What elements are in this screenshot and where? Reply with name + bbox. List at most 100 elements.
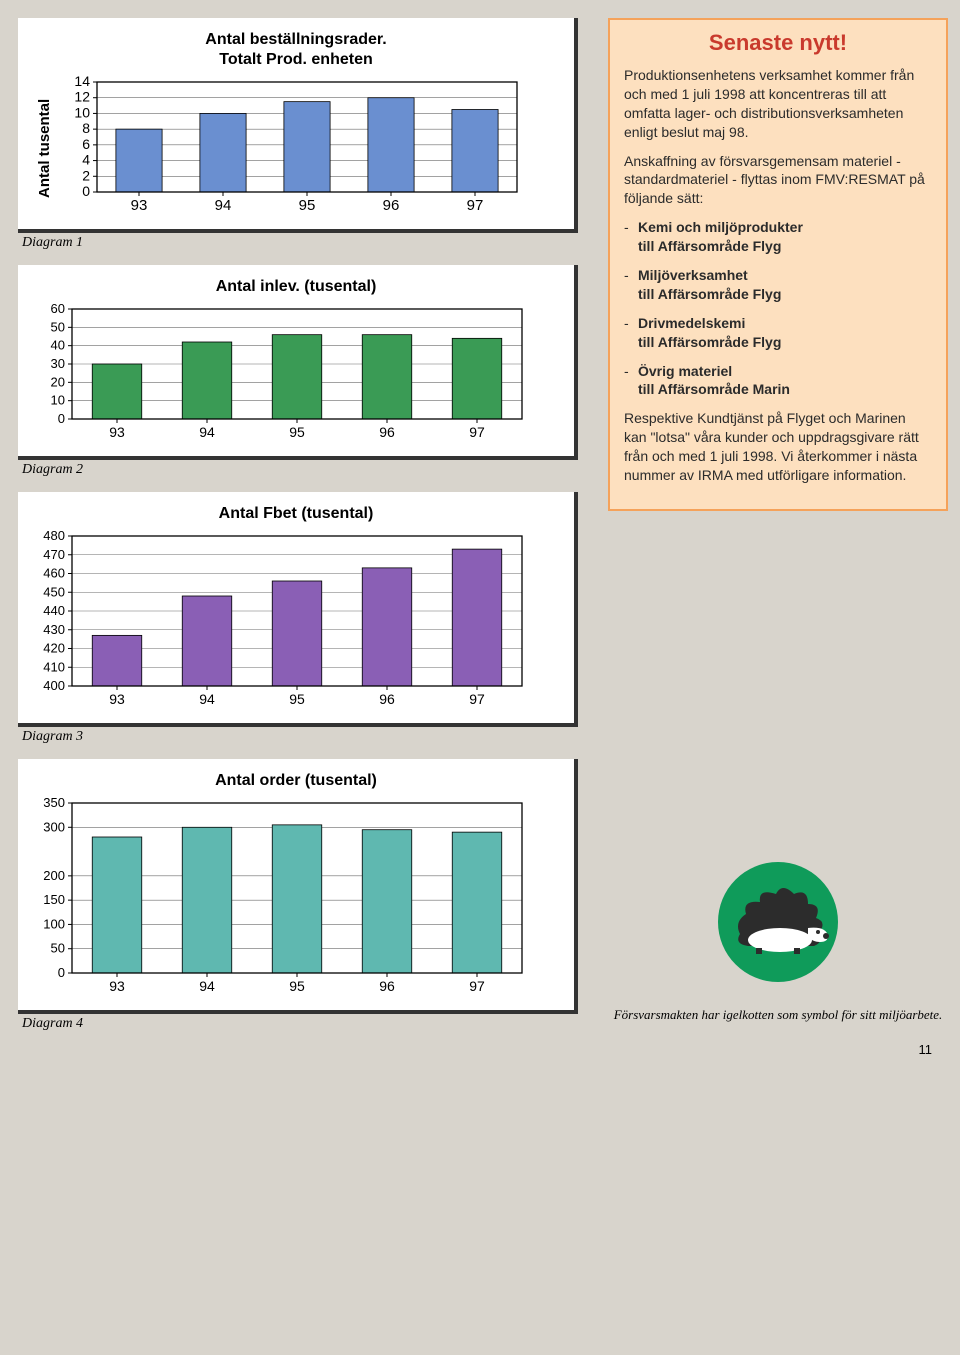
diagram3-title: Antal Fbet (tusental) xyxy=(32,504,560,524)
diagram2-title: Antal inlev. (tusental) xyxy=(32,277,560,297)
diagram2-block: Antal inlev. (tusental) 0102030405060939… xyxy=(18,265,578,478)
news-list: Kemi och miljöprodukter till Affärsområd… xyxy=(624,218,932,399)
svg-text:40: 40 xyxy=(51,338,65,353)
diagram2-caption: Diagram 2 xyxy=(18,460,578,478)
hedgehog-block: Försvarsmakten har igelkotten som symbol… xyxy=(608,852,948,1032)
diagram1-block: Antal beställningsrader. Totalt Prod. en… xyxy=(18,18,578,251)
svg-text:400: 400 xyxy=(43,678,65,693)
diagram4-caption: Diagram 4 xyxy=(18,1014,578,1032)
svg-text:300: 300 xyxy=(43,819,65,834)
svg-text:150: 150 xyxy=(43,892,65,907)
list-item-line1: Kemi och miljöprodukter xyxy=(638,218,932,237)
diagram1-caption: Diagram 1 xyxy=(18,233,578,251)
svg-text:14: 14 xyxy=(74,76,90,89)
diagram1-card: Antal beställningsrader. Totalt Prod. en… xyxy=(18,18,578,233)
svg-text:93: 93 xyxy=(109,978,125,994)
svg-text:95: 95 xyxy=(289,691,305,707)
svg-text:97: 97 xyxy=(469,424,485,440)
svg-text:94: 94 xyxy=(199,424,215,440)
diagram1-title: Antal beställningsrader. Totalt Prod. en… xyxy=(32,30,560,70)
news-box: Senaste nytt! Produktionsenhetens verksa… xyxy=(608,18,948,511)
svg-text:93: 93 xyxy=(131,197,148,214)
svg-text:50: 50 xyxy=(51,319,65,334)
diagram1-y-label: Antal tusental xyxy=(32,76,57,221)
chart1-svg: 02468101214 93 94 95 96 97 xyxy=(57,76,527,216)
svg-text:8: 8 xyxy=(82,120,90,136)
svg-text:100: 100 xyxy=(43,916,65,931)
page-grid: Antal beställningsrader. Totalt Prod. en… xyxy=(18,18,932,1032)
list-item-line2: till Affärsområde Marin xyxy=(638,380,932,399)
svg-text:450: 450 xyxy=(43,584,65,599)
svg-text:10: 10 xyxy=(51,393,65,408)
diagram2-card: Antal inlev. (tusental) 0102030405060939… xyxy=(18,265,578,460)
svg-text:97: 97 xyxy=(469,978,485,994)
diagram2-chart: 01020304050609394959697 xyxy=(32,303,532,448)
list-item: Drivmedelskemi till Affärsområde Flyg xyxy=(624,314,932,352)
svg-text:97: 97 xyxy=(469,691,485,707)
left-column: Antal beställningsrader. Totalt Prod. en… xyxy=(18,18,578,1032)
svg-text:480: 480 xyxy=(43,530,65,543)
svg-text:10: 10 xyxy=(74,104,90,120)
svg-text:50: 50 xyxy=(51,941,65,956)
svg-text:350: 350 xyxy=(43,797,65,810)
svg-text:2: 2 xyxy=(82,167,90,183)
svg-text:30: 30 xyxy=(51,356,65,371)
list-item-line2: till Affärsområde Flyg xyxy=(638,237,932,256)
list-item-line1: Övrig materiel xyxy=(638,362,932,381)
list-item: Kemi och miljöprodukter till Affärsområd… xyxy=(624,218,932,256)
diagram4-block: Antal order (tusental) 0 50 100 150 200 300 35… xyxy=(18,759,578,1032)
svg-text:0: 0 xyxy=(82,183,90,199)
diagram1-chart: 02468101214 93 94 95 96 97 xyxy=(57,76,527,221)
hedgehog-icon xyxy=(708,852,848,992)
right-column: Senaste nytt! Produktionsenhetens verksa… xyxy=(608,18,948,1032)
svg-text:0: 0 xyxy=(58,411,65,426)
svg-text:6: 6 xyxy=(82,136,90,152)
svg-text:95: 95 xyxy=(289,978,305,994)
svg-text:93: 93 xyxy=(109,424,125,440)
svg-text:96: 96 xyxy=(383,197,400,214)
diagram4-title: Antal order (tusental) xyxy=(32,771,560,791)
chart3-svg: 4004104204304404504604704809394959697 xyxy=(32,530,532,710)
diagram4-chart: 0 50 100 150 200 300 350 93 94 95 96 97 xyxy=(32,797,532,1002)
svg-text:470: 470 xyxy=(43,547,65,562)
list-item: Miljöverksamhet till Affärsområde Flyg xyxy=(624,266,932,304)
svg-text:94: 94 xyxy=(215,197,232,214)
hedgehog-caption: Försvarsmakten har igelkotten som symbol… xyxy=(608,1007,948,1024)
svg-text:96: 96 xyxy=(379,424,395,440)
diagram3-card: Antal Fbet (tusental) 400 410 420 430 440 450… xyxy=(18,492,578,727)
chart2-svg: 01020304050609394959697 xyxy=(32,303,532,443)
svg-text:200: 200 xyxy=(43,868,65,883)
list-item-line2: till Affärsområde Flyg xyxy=(638,333,932,352)
diagram1-title-line2: Totalt Prod. enheten xyxy=(219,51,372,68)
list-item-line1: Drivmedelskemi xyxy=(638,314,932,333)
list-item: Övrig materiel till Affärsområde Marin xyxy=(624,362,932,400)
svg-text:95: 95 xyxy=(289,424,305,440)
news-para-3: Respektive Kundtjänst på Flyget och Mari… xyxy=(624,409,932,485)
svg-text:420: 420 xyxy=(43,641,65,656)
chart4-svg: 0 50 100 150 200 300 350 93 94 95 96 97 xyxy=(32,797,532,997)
svg-text:4: 4 xyxy=(82,152,90,168)
svg-text:94: 94 xyxy=(199,978,215,994)
diagram3-caption: Diagram 3 xyxy=(18,727,578,745)
page-number: 11 xyxy=(18,1042,932,1057)
list-item-line1: Miljöverksamhet xyxy=(638,266,932,285)
list-item-line2: till Affärsområde Flyg xyxy=(638,285,932,304)
svg-text:96: 96 xyxy=(379,691,395,707)
svg-text:0: 0 xyxy=(58,965,65,980)
svg-text:95: 95 xyxy=(299,197,316,214)
svg-text:440: 440 xyxy=(43,603,65,618)
news-para-2: Anskaffning av försvarsgemensam materiel… xyxy=(624,152,932,209)
svg-text:12: 12 xyxy=(74,89,90,105)
svg-text:430: 430 xyxy=(43,622,65,637)
diagram1-title-line1: Antal beställningsrader. xyxy=(205,31,386,48)
news-heading: Senaste nytt! xyxy=(624,30,932,56)
svg-text:97: 97 xyxy=(467,197,484,214)
news-para-1: Produktionsenhetens verksamhet kommer fr… xyxy=(624,66,932,142)
svg-text:94: 94 xyxy=(199,691,215,707)
svg-text:410: 410 xyxy=(43,659,65,674)
svg-text:60: 60 xyxy=(51,303,65,316)
diagram3-block: Antal Fbet (tusental) 400 410 420 430 440 450… xyxy=(18,492,578,745)
diagram4-card: Antal order (tusental) 0 50 100 150 200 300 35… xyxy=(18,759,578,1014)
svg-text:96: 96 xyxy=(379,978,395,994)
svg-text:93: 93 xyxy=(109,691,125,707)
